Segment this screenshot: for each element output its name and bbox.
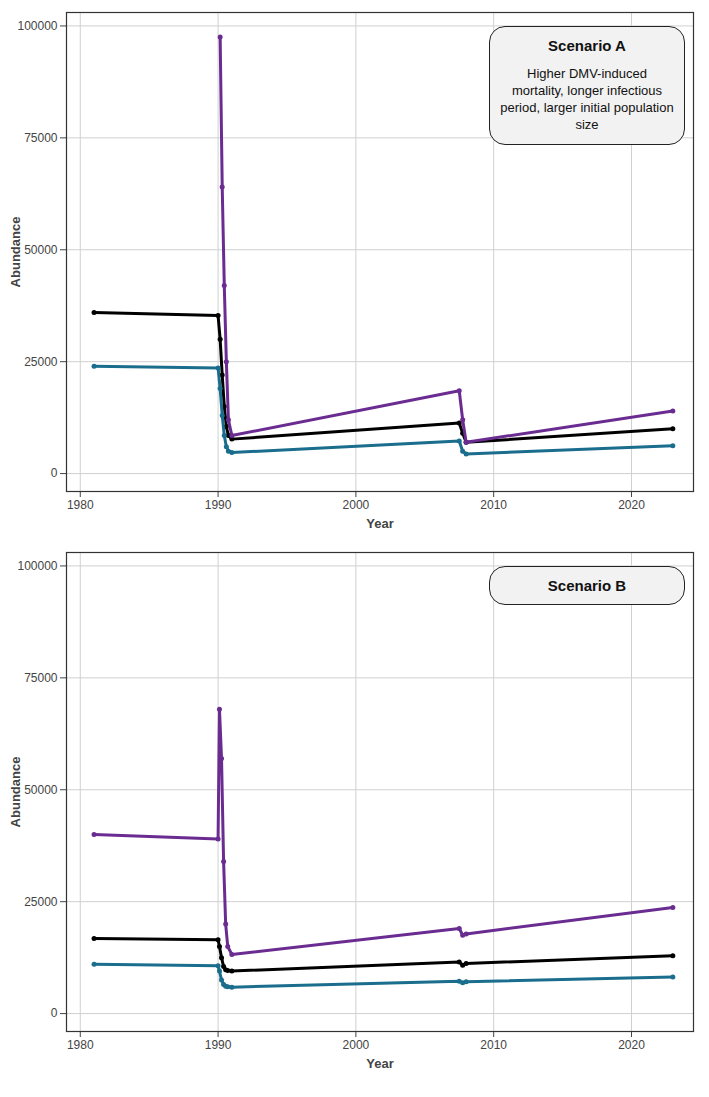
svg-text:2020: 2020 [618, 498, 645, 512]
svg-text:Abundance: Abundance [8, 757, 23, 828]
html-text:Higher DMV-induced mortality,: Higher DMV-induced mortality, longer inf… [500, 66, 674, 132]
svg-text:100000: 100000 [17, 559, 57, 573]
svg-text:25000: 25000 [24, 895, 58, 909]
svg-text:2000: 2000 [343, 498, 370, 512]
html-text:Scenario A: Scenario A [548, 37, 626, 54]
svg-text:Year: Year [366, 1056, 393, 1071]
svg-text:100000: 100000 [17, 19, 57, 33]
svg-text:75000: 75000 [24, 131, 58, 145]
svg-text:Year: Year [366, 516, 393, 531]
svg-text:2010: 2010 [480, 1038, 507, 1052]
svg-text:75000: 75000 [24, 671, 58, 685]
svg-text:50000: 50000 [24, 243, 58, 257]
svg-text:1980: 1980 [67, 1038, 94, 1052]
svg-text:Abundance: Abundance [8, 217, 23, 288]
svg-text:2010: 2010 [480, 498, 507, 512]
svg-text:0: 0 [51, 466, 58, 480]
html-text:Scenario B: Scenario B [547, 577, 627, 594]
svg-text:25000: 25000 [24, 355, 58, 369]
svg-text:2020: 2020 [618, 1038, 645, 1052]
svg-text:2000: 2000 [343, 1038, 370, 1052]
svg-text:0: 0 [51, 1006, 58, 1020]
svg-text:50000: 50000 [24, 783, 58, 797]
svg-text:1980: 1980 [67, 498, 94, 512]
svg-text:1990: 1990 [205, 1038, 232, 1052]
svg-text:1990: 1990 [205, 498, 232, 512]
